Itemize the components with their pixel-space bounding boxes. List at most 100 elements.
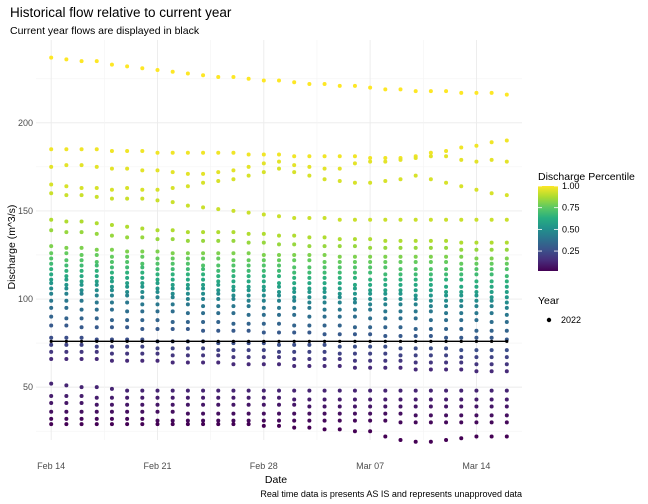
historical-point [79,400,84,405]
historical-point [109,279,114,284]
historical-point [474,240,479,245]
historical-point [459,355,464,360]
historical-point [383,156,388,161]
historical-point [140,409,145,414]
historical-point [413,302,418,307]
historical-point [79,268,84,273]
historical-point [428,413,433,418]
historical-point [428,272,433,277]
year-legend-title: Year [538,295,560,307]
historical-point [201,263,206,268]
historical-point [459,184,464,189]
current-year-point [171,339,175,343]
historical-point [352,429,357,434]
historical-point [292,80,297,85]
historical-point [459,240,464,245]
historical-point [246,173,251,178]
historical-point [337,295,342,300]
historical-point [201,360,206,365]
historical-point [307,265,312,270]
historical-point [504,397,509,402]
historical-point [322,397,327,402]
historical-point [185,388,190,393]
x-tick-label: Mar 14 [462,461,490,471]
historical-point [413,277,418,282]
historical-point [444,304,449,309]
historical-point [398,438,403,442]
historical-point [307,425,312,430]
historical-point [125,254,130,259]
historical-point [322,154,327,159]
historical-point [307,323,312,328]
historical-point [322,166,327,171]
historical-point [398,297,403,302]
colorbar-title: Discharge Percentile [538,171,635,183]
historical-point [428,298,433,303]
historical-point [94,293,99,298]
historical-point [398,404,403,409]
historical-point [185,71,190,76]
historical-point [246,76,251,81]
historical-point [201,171,206,176]
x-tick-label: Mar 07 [356,461,384,471]
historical-point [322,235,327,240]
historical-point [322,275,327,280]
historical-point [489,362,494,367]
historical-point [109,422,114,427]
historical-point [489,319,494,324]
historical-point [201,395,206,400]
historical-point [231,418,236,423]
historical-point [368,159,373,164]
historical-point [231,284,236,289]
historical-point [170,402,175,407]
historical-point [428,89,433,94]
historical-point [140,295,145,300]
historical-point [277,289,281,294]
historical-point [277,214,281,219]
historical-point [489,413,494,418]
historical-point [261,293,266,298]
historical-point [201,311,206,316]
historical-point [383,411,388,416]
historical-point [292,418,297,423]
historical-point [109,344,114,349]
historical-point [246,274,251,279]
historical-point [261,312,266,317]
historical-point [246,284,251,289]
historical-point [155,281,160,286]
historical-point [64,57,69,62]
historical-point [170,295,175,300]
current-year-point [140,339,144,343]
historical-point [49,217,54,222]
historical-point [459,388,464,393]
historical-point [368,404,373,409]
historical-point [383,178,388,183]
historical-point [398,309,403,314]
historical-point [216,360,221,365]
historical-point [428,277,433,282]
historical-point [292,397,297,402]
historical-point [337,254,342,259]
historical-point [64,335,69,340]
historical-point [155,267,160,272]
historical-point [307,356,312,361]
historical-point [125,281,130,286]
historical-point [459,360,464,365]
historical-point [49,261,54,266]
historical-point [261,298,266,303]
historical-point [292,323,297,328]
historical-point [307,252,312,257]
historical-point [125,416,130,421]
historical-point [444,149,449,154]
historical-point [277,268,281,273]
historical-point [64,263,69,268]
historical-point [246,328,251,333]
historical-point [201,230,206,235]
historical-point [428,334,433,339]
historical-point [125,270,130,275]
historical-point [428,245,433,250]
historical-point [246,152,251,157]
historical-point [216,418,221,423]
historical-point [413,397,418,402]
historical-point [322,260,327,265]
